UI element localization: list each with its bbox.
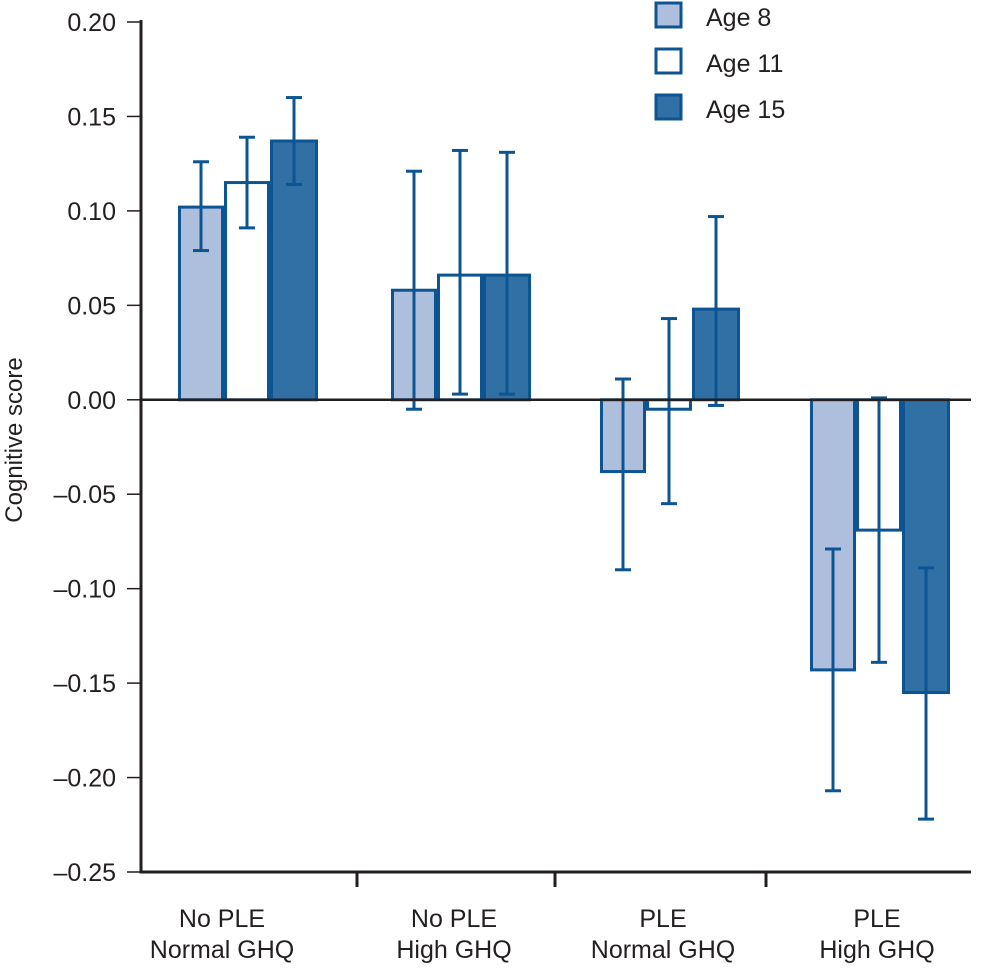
error-bar: [193, 160, 209, 253]
y-tick-label: –0.25: [53, 859, 116, 887]
y-tick-label: –0.10: [53, 576, 116, 604]
x-category-label-line: No PLE: [411, 905, 497, 933]
legend-swatch: [654, 93, 683, 121]
x-category-label-line: PLE: [639, 905, 686, 933]
x-category-label-line: High GHQ: [819, 936, 934, 964]
y-ticks-layer: 0.20 0.15 0.10 0.05 0.00 –0.05 –0.10 –0.15 –0.20…: [53, 9, 141, 887]
legend: Age 8 Age 11 Age 15: [654, 1, 785, 124]
x-category-label-line: Normal GHQ: [150, 936, 294, 964]
x-category-label-line: PLE: [853, 905, 900, 933]
x-category-label: PLE High GHQ: [819, 905, 934, 964]
legend-label: Age 15: [706, 96, 785, 124]
y-tick-label: 0.15: [67, 103, 116, 131]
error-bar: [615, 377, 631, 572]
x-category-label-line: High GHQ: [396, 936, 511, 964]
error-bars-layer: [193, 96, 934, 821]
error-bar: [918, 566, 934, 821]
legend-label: Age 8: [706, 4, 771, 32]
y-tick-label: 0.05: [67, 292, 116, 320]
x-category-label: No PLE High GHQ: [396, 905, 511, 964]
y-tick-label: –0.15: [53, 670, 116, 698]
y-tick-label: 0.00: [67, 387, 116, 415]
error-bar: [406, 169, 422, 411]
y-tick-label: 0.20: [67, 9, 116, 37]
x-category-label: No PLE Normal GHQ: [150, 905, 294, 964]
y-tick-label: –0.20: [53, 765, 116, 793]
error-bar: [239, 135, 255, 230]
error-bar: [499, 150, 515, 396]
legend-item-age-8: Age 8: [654, 1, 771, 32]
error-bar: [661, 317, 677, 506]
x-category-label-line: No PLE: [179, 905, 265, 933]
axes-layer: [139, 20, 971, 887]
y-tick-label: –0.05: [53, 481, 116, 509]
error-bar: [871, 396, 887, 664]
error-bar: [286, 96, 302, 186]
legend-item-age-15: Age 15: [654, 93, 785, 124]
legend-item-age-11: Age 11: [654, 47, 783, 78]
legend-swatch: [654, 1, 683, 29]
error-bar: [825, 547, 841, 793]
x-categories-layer: No PLE Normal GHQ No PLE High GHQ PLE Normal …: [150, 905, 935, 964]
legend-label: Age 11: [706, 50, 783, 78]
error-bar: [708, 215, 724, 407]
x-category-label-line: Normal GHQ: [591, 936, 735, 964]
y-axis-title: Cognitive score: [1, 357, 28, 522]
error-bar: [452, 148, 468, 396]
x-category-label: PLE Normal GHQ: [591, 905, 735, 964]
legend-swatch: [654, 47, 683, 75]
y-tick-label: 0.10: [67, 198, 116, 226]
